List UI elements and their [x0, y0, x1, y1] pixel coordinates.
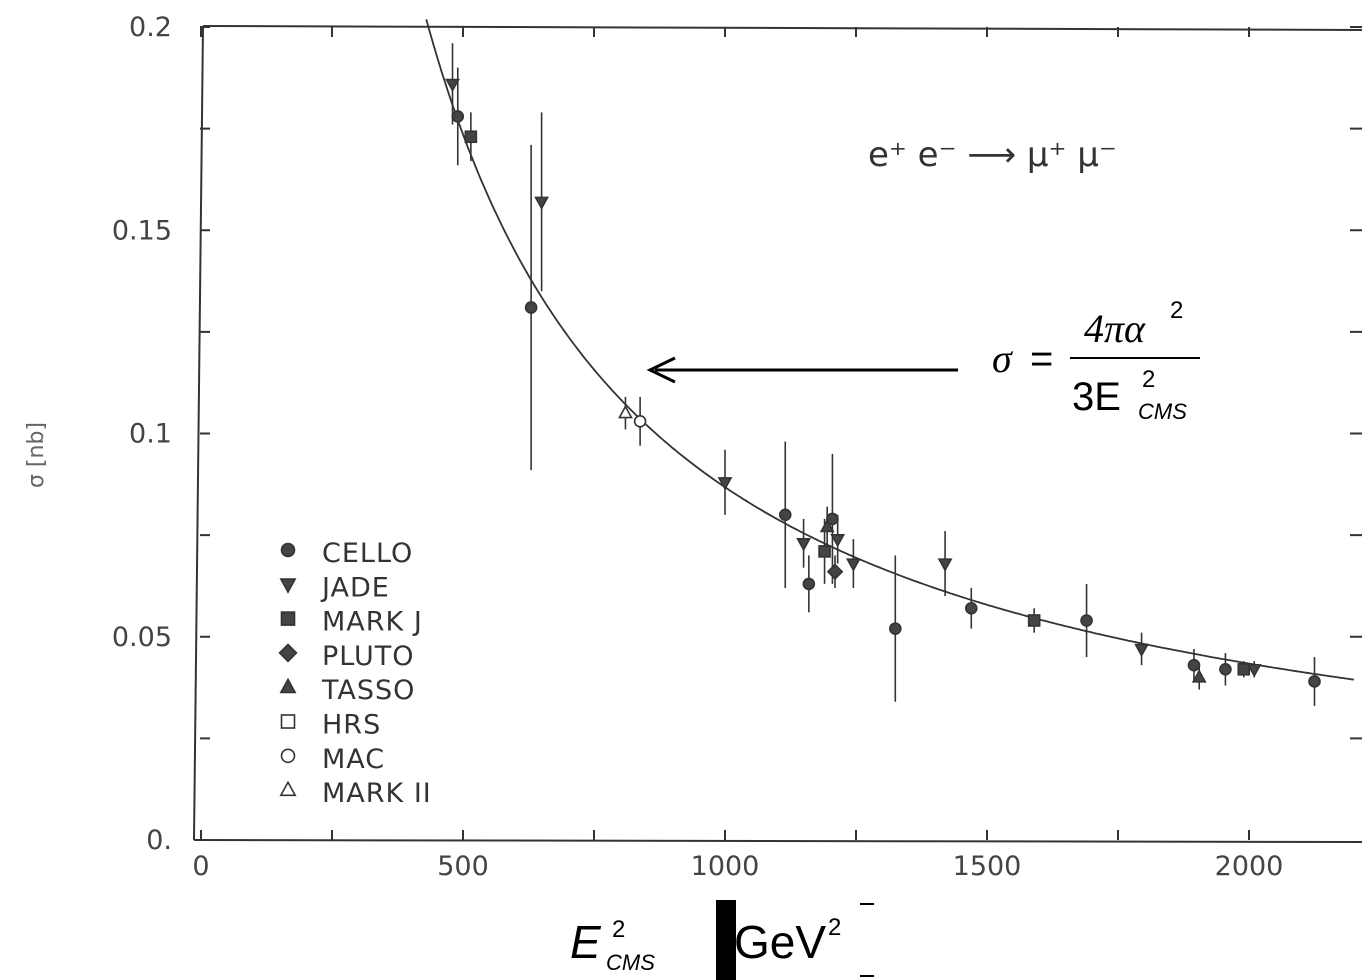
data-point: [1134, 643, 1149, 658]
formula-numerator-exponent: 2: [1170, 297, 1183, 324]
x-label-bracket: [716, 900, 736, 980]
x-tick-label: 2000: [1215, 851, 1284, 882]
series-cello: [451, 67, 1321, 706]
data-point: [1219, 662, 1232, 676]
axis-ticks: [200, 26, 1362, 840]
series-mark-ii: [618, 396, 633, 430]
y-tick-label: 0.15: [112, 215, 172, 246]
data-point: [717, 477, 733, 491]
data-point: [796, 538, 812, 552]
formula-equals: =: [1030, 337, 1053, 381]
data-point: [618, 404, 633, 419]
legend-label: CELLO: [322, 538, 413, 569]
data-point: [1191, 669, 1207, 683]
legend-marker: [280, 542, 296, 558]
legend-marker: [278, 643, 298, 663]
data-point: [826, 563, 844, 580]
data-point: [778, 508, 792, 522]
legend-marker: [279, 677, 297, 694]
x-label-unit: GeV: [734, 916, 826, 968]
theory-curve: [425, 19, 1354, 681]
y-axis-label: σ [nb]: [24, 422, 49, 488]
legend-marker: [279, 780, 297, 797]
data-point: [534, 196, 550, 211]
y-tick-label: 0.1: [129, 419, 172, 450]
data-point: [819, 518, 835, 533]
formula-denominator: 3E: [1072, 375, 1121, 419]
data-point: [445, 78, 460, 93]
x-axis-label: E 2 CMS GeV 2: [570, 900, 874, 980]
series-tasso: [819, 506, 1207, 690]
series-pluto: [826, 555, 844, 588]
formula-denominator-subscript: CMS: [1138, 399, 1187, 424]
data-point: [633, 415, 647, 428]
y-tick-label: 0.2: [129, 12, 172, 43]
x-label-subscript: CMS: [606, 950, 655, 975]
data-point: [451, 110, 465, 123]
legend-label: PLUTO: [322, 641, 415, 672]
legend-marker: [280, 714, 296, 729]
arrow-annotation: [646, 356, 958, 384]
legend-marker: [280, 611, 296, 626]
data-point: [1187, 658, 1201, 672]
data-point: [1027, 614, 1041, 627]
legend-label: TASSO: [321, 675, 415, 706]
y-tick-label: 0.05: [112, 622, 172, 653]
formula: σ = 4πα 2 3E 2 CMS: [992, 297, 1200, 424]
data-point: [802, 577, 816, 591]
legend-marker: [279, 578, 297, 594]
legend-label: MAC: [322, 744, 385, 775]
formula-denominator-exponent: 2: [1142, 366, 1155, 393]
plot-frame: [193, 25, 1363, 843]
series-mark-j: [464, 112, 1251, 678]
legend-label: MARK J: [322, 607, 423, 638]
data-point: [845, 558, 861, 572]
reaction-annotation: e⁺ e⁻ ⟶ μ⁺ μ⁻: [868, 135, 1117, 175]
legend-marker: [280, 748, 296, 764]
data-point: [1080, 614, 1093, 627]
legend-label: HRS: [322, 710, 381, 741]
data-point: [1237, 662, 1251, 676]
x-label-unit-exponent: 2: [828, 914, 841, 941]
data-point: [818, 545, 831, 558]
legend-label: JADE: [320, 572, 390, 603]
x-tick-label: 0: [192, 851, 209, 882]
x-tick-label: 1000: [691, 851, 760, 882]
legend-label: MARK II: [322, 778, 432, 809]
data-point: [1308, 675, 1321, 688]
data-point: [1246, 664, 1262, 678]
axis-tick-labels: 0 500 1000 1500 2000 0. 0.05 0.1 0.15 0.2: [112, 12, 1283, 882]
data-points: [445, 43, 1321, 706]
data-point: [524, 301, 538, 314]
data-point: [888, 622, 902, 635]
formula-lhs: σ: [992, 336, 1013, 381]
x-label-exponent: 2: [612, 916, 625, 943]
x-label-symbol: E: [570, 916, 602, 968]
y-tick-label: 0.: [146, 825, 172, 856]
formula-numerator: 4πα: [1084, 306, 1146, 351]
series-jade: [445, 43, 1262, 678]
x-tick-label: 500: [437, 851, 489, 882]
data-point: [830, 533, 846, 548]
data-point: [964, 601, 978, 615]
data-point: [937, 558, 953, 572]
data-point: [464, 130, 478, 144]
x-tick-label: 1500: [953, 851, 1022, 882]
series-mac: [633, 396, 647, 446]
